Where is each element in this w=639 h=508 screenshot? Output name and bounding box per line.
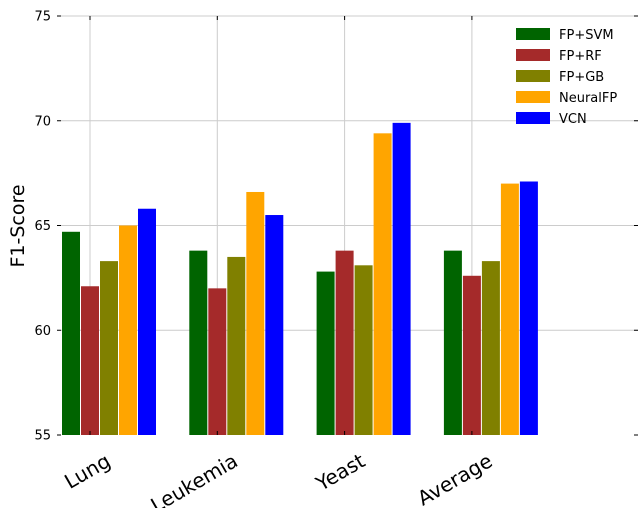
x-tick-label: Leukemia (146, 449, 241, 508)
y-tick-label: 75 (34, 10, 51, 25)
bar (373, 133, 392, 435)
y-tick-label: 65 (34, 219, 51, 234)
x-tick-label: Average (413, 449, 496, 508)
bar (138, 208, 156, 435)
legend: FP+SVM FP+RF FP+GB NeuralFP VCN (516, 28, 617, 127)
legend-label: NeuralFP (559, 91, 617, 106)
bar (119, 225, 137, 435)
x-tick-label: Lung (60, 449, 114, 494)
bar (265, 215, 284, 435)
legend-swatch (516, 28, 550, 40)
bar (462, 275, 481, 435)
y-tick-label: 60 (34, 324, 51, 339)
bars-layer (62, 122, 538, 435)
bar (316, 271, 335, 435)
bar (208, 288, 227, 435)
legend-swatch (516, 112, 550, 124)
y-tick-label: 55 (34, 429, 51, 444)
bar (481, 261, 500, 435)
bar (519, 181, 538, 435)
legend-swatch (516, 91, 550, 103)
y-axis-label: F1-Score (7, 184, 29, 267)
bar (62, 231, 80, 435)
legend-label: FP+GB (559, 70, 604, 85)
bar (81, 286, 99, 435)
bar (354, 265, 373, 435)
grid-layer (61, 15, 638, 435)
legend-swatch (516, 49, 550, 61)
bar (100, 261, 118, 435)
legend-label: FP+SVM (559, 28, 614, 43)
bar (246, 191, 265, 435)
bar (335, 250, 354, 435)
legend-label: FP+RF (559, 49, 602, 64)
bar (500, 183, 519, 435)
bar (392, 122, 411, 435)
legend-swatch (516, 70, 550, 82)
bar (227, 256, 246, 435)
y-tick-label: 70 (34, 114, 51, 129)
x-tick-label: Yeast (311, 448, 369, 496)
legend-label: VCN (559, 112, 587, 127)
bar (443, 250, 462, 435)
bar (189, 250, 208, 435)
